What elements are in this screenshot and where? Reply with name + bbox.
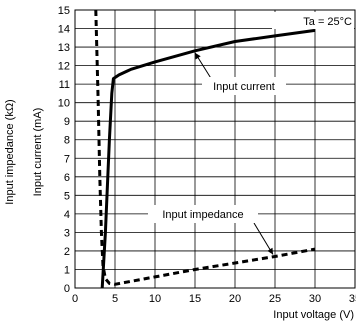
y-axis-label-outer: Input impedance (kΩ) bbox=[4, 99, 16, 204]
y-tick-label: 1 bbox=[64, 264, 70, 276]
y-tick-label: 10 bbox=[58, 98, 70, 110]
x-tick-label: 20 bbox=[229, 293, 241, 305]
plot-frame bbox=[74, 9, 356, 289]
leader-current-arrowhead bbox=[195, 52, 201, 60]
x-tick-label: 30 bbox=[309, 293, 321, 305]
x-tick-label: 10 bbox=[149, 293, 161, 305]
series bbox=[94, 9, 316, 289]
y-tick-label: 5 bbox=[64, 190, 70, 202]
y-tick-label: 14 bbox=[58, 24, 70, 36]
y-tick-label: 8 bbox=[64, 135, 70, 147]
y-tick-label: 15 bbox=[58, 5, 70, 17]
condition-label: Ta = 25°C bbox=[303, 16, 352, 28]
annotation-input-current: Input current bbox=[213, 81, 275, 93]
grid bbox=[75, 10, 355, 288]
y-tick-label: 7 bbox=[64, 153, 70, 165]
annotation-leaders bbox=[194, 52, 274, 255]
y-tick-label: 13 bbox=[58, 42, 70, 54]
annotation-current-backdrop bbox=[202, 77, 286, 95]
condition-backdrop bbox=[272, 12, 354, 29]
annotation-input-impedance: Input impedance bbox=[162, 209, 243, 221]
series-input-current bbox=[100, 28, 316, 289]
leader-impedance-arrowhead bbox=[267, 247, 273, 255]
y-tick-label: 9 bbox=[64, 116, 70, 128]
x-tick-label: 5 bbox=[112, 293, 118, 305]
x-axis-label: Input voltage (V) bbox=[273, 309, 354, 321]
y-tick-label: 4 bbox=[64, 209, 70, 221]
x-tick-label: 0 bbox=[72, 293, 78, 305]
y-tick-label: 12 bbox=[58, 61, 70, 73]
series-input-impedance bbox=[94, 9, 316, 286]
x-tick-label: 25 bbox=[269, 293, 281, 305]
y-tick-label: 3 bbox=[64, 227, 70, 239]
tick-labels: 051015202530350123456789101112131415 bbox=[58, 5, 356, 305]
x-tick-label: 35 bbox=[349, 293, 356, 305]
y-axis-label-inner: Input current (mA) bbox=[32, 108, 44, 197]
leader-impedance-line bbox=[253, 222, 274, 255]
annotation-impedance-backdrop bbox=[148, 205, 258, 223]
y-tick-label: 2 bbox=[64, 246, 70, 258]
y-tick-label: 6 bbox=[64, 172, 70, 184]
y-tick-label: 11 bbox=[59, 79, 70, 91]
y-tick-label: 0 bbox=[64, 283, 70, 295]
x-tick-label: 15 bbox=[189, 293, 201, 305]
